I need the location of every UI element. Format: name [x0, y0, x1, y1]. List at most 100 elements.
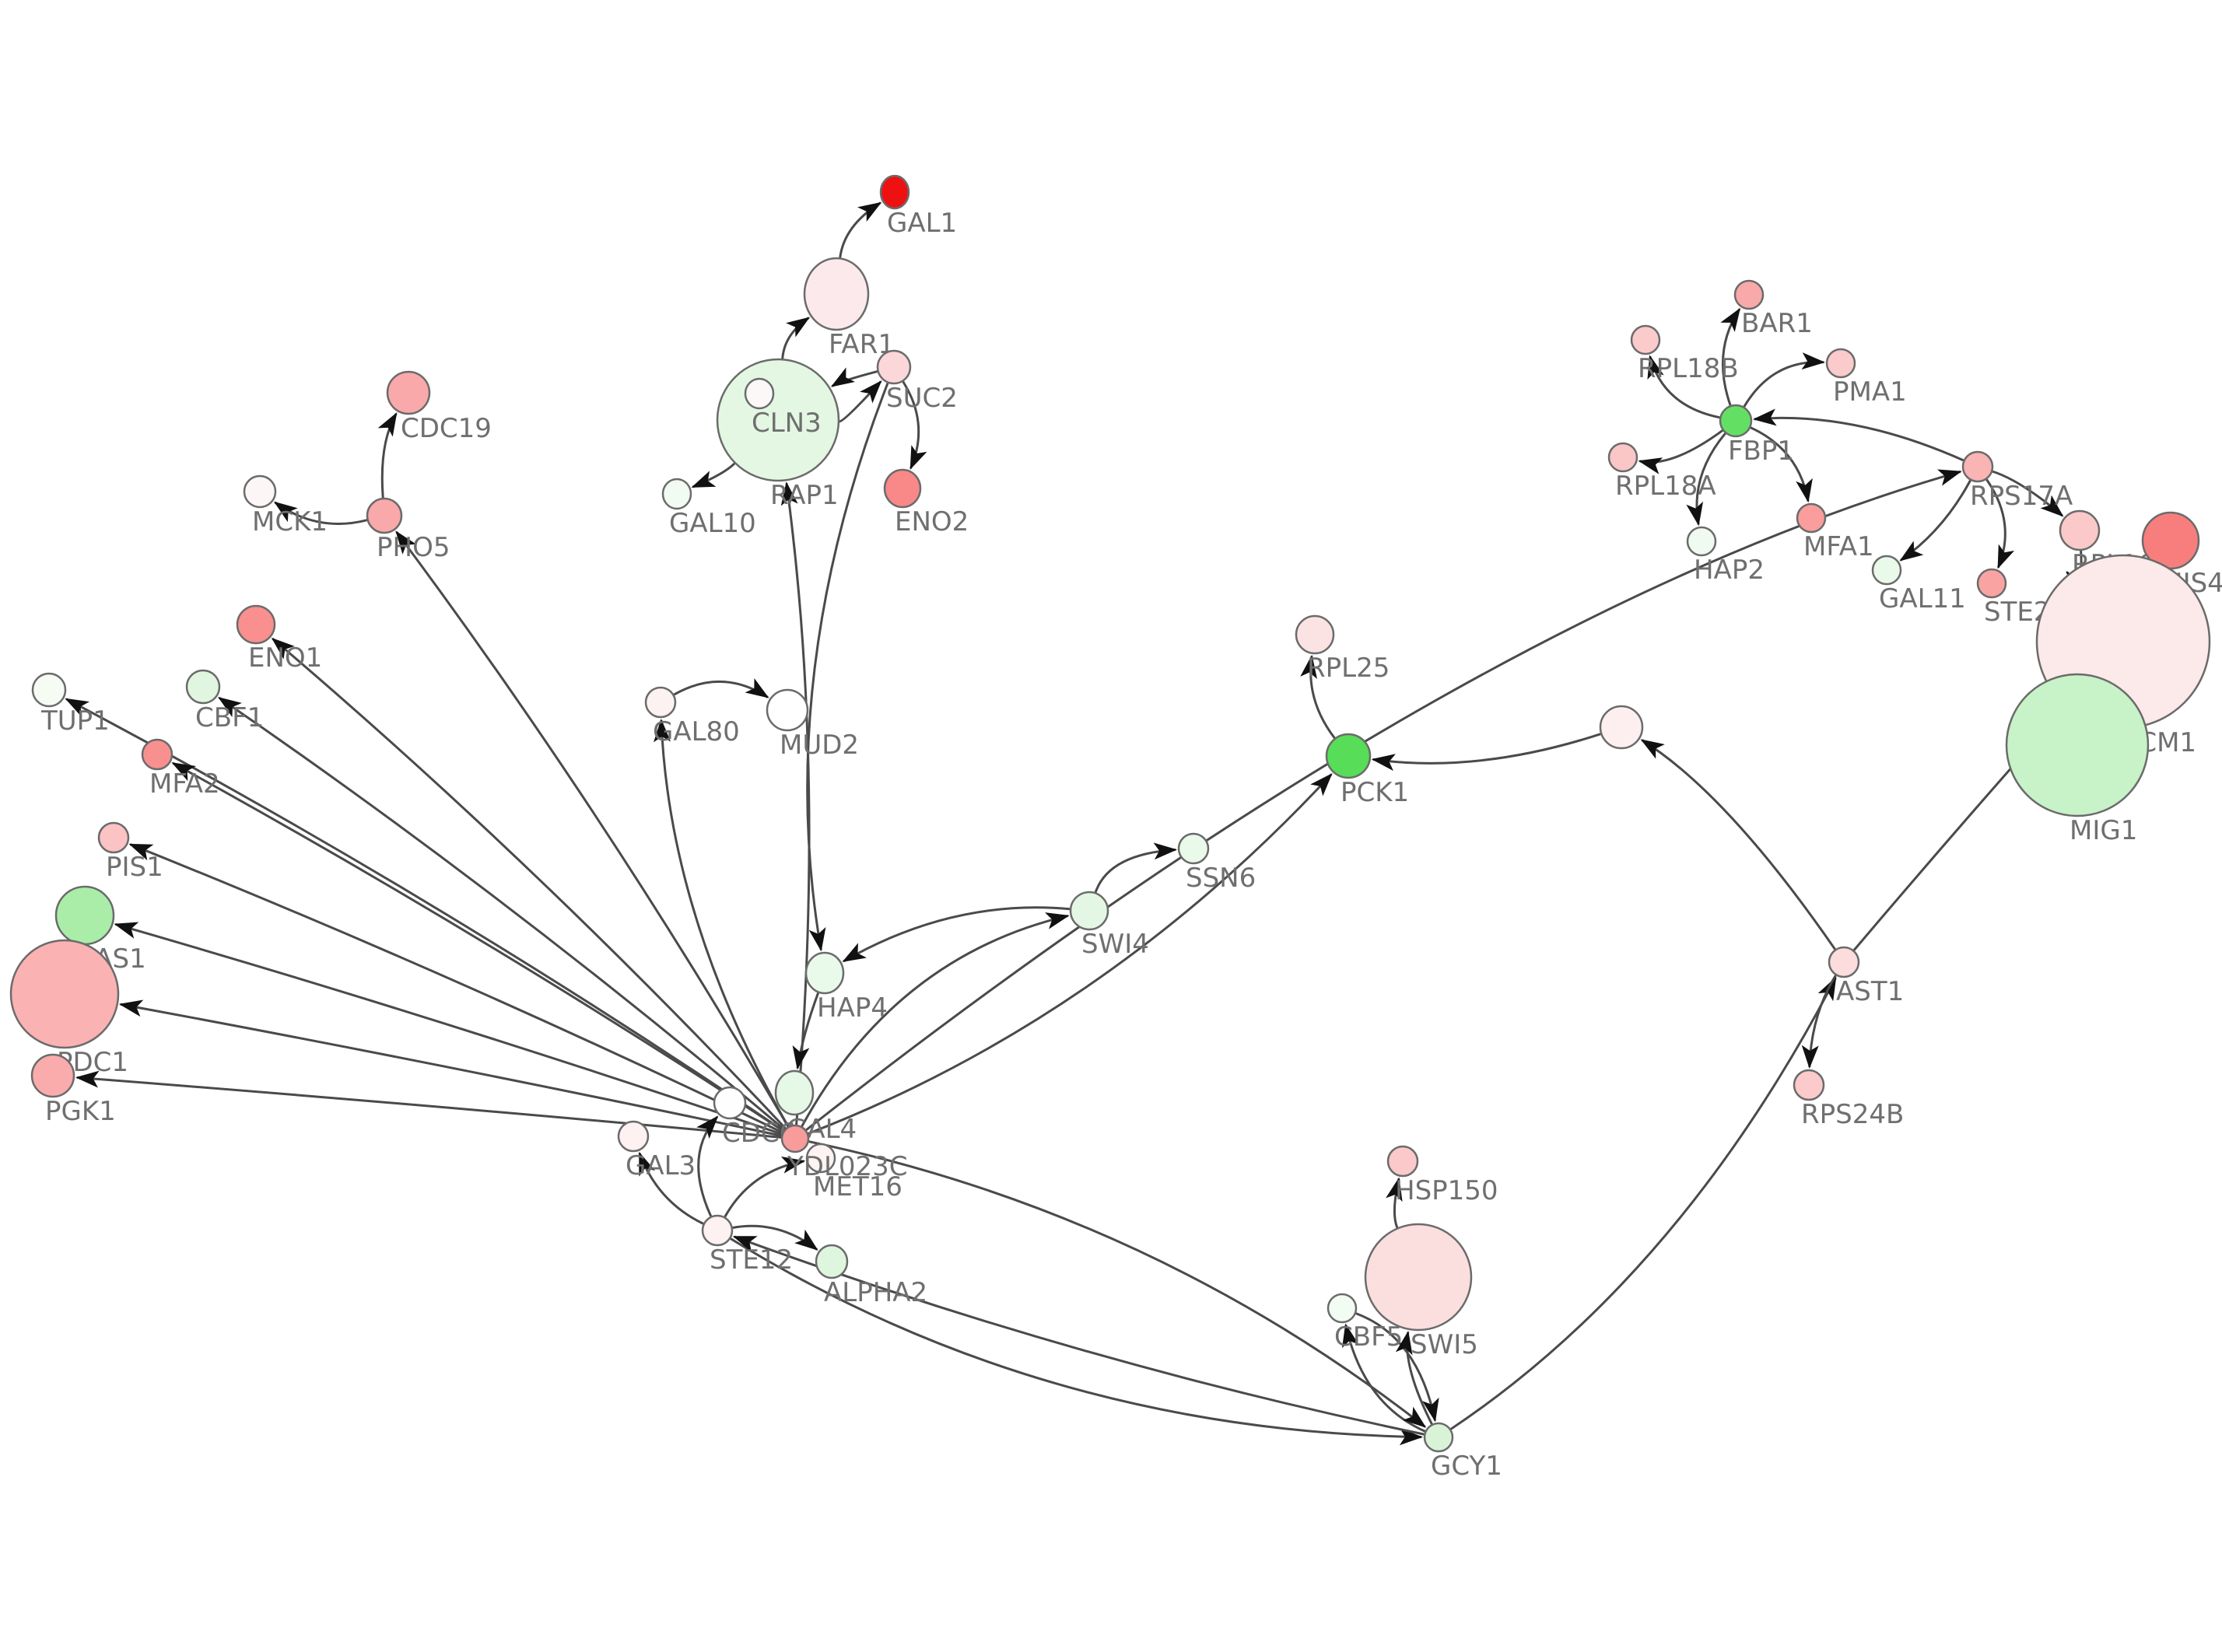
edge-SWI5-HSP150[interactable] [1386, 1177, 1403, 1229]
edge-YDL023C-CBF1[interactable] [217, 696, 786, 1131]
edge-RAP1-GAL10[interactable] [691, 462, 736, 488]
edge-PHO5-CDC19[interactable] [377, 412, 398, 499]
edge-RAP1-SUC2[interactable] [839, 380, 882, 423]
node-HAP2[interactable] [1686, 526, 1717, 557]
node-AST1[interactable] [1828, 946, 1860, 978]
node-STE2[interactable] [1976, 568, 2007, 599]
edge-RPS17A-STE2[interactable] [1985, 478, 2015, 569]
node-PGK1[interactable] [30, 1053, 75, 1098]
edge-FBP1-RPL18B[interactable] [1647, 355, 1720, 419]
edge-FBP1-BAR1[interactable] [1720, 307, 1741, 406]
edge-YDL023C-RPS17A[interactable] [805, 469, 1962, 1132]
edge-YDL023C-GCY1[interactable] [808, 1140, 1427, 1428]
edge-STE12-GCY1[interactable] [730, 1237, 1423, 1446]
node-PMA1[interactable] [1825, 348, 1856, 379]
node-FAR1[interactable] [803, 257, 870, 331]
node-CLN3[interactable] [744, 377, 775, 410]
node-TUP1[interactable] [31, 672, 67, 708]
edge-PHO5-MCK1[interactable] [273, 501, 368, 525]
node-GAL11[interactable] [1871, 555, 1902, 586]
node-GCY1[interactable] [1423, 1422, 1454, 1453]
edge-RAP1-FAR1[interactable] [781, 317, 811, 359]
node-MFA1[interactable] [1796, 502, 1827, 534]
node-HAP4[interactable] [804, 951, 845, 995]
edge-YDL023C-RAP1[interactable] [780, 481, 811, 1125]
edge-STE12-CDC6[interactable] [696, 1115, 719, 1217]
node-ALPHA2[interactable] [815, 1244, 849, 1279]
node-RPS17A[interactable] [1961, 450, 1994, 483]
edge-GCY1-AST1[interactable] [1449, 976, 1837, 1430]
node-MFA2[interactable] [141, 738, 173, 771]
edge-YDL023C-TUP1[interactable] [65, 698, 784, 1132]
node-RPS24B[interactable] [1793, 1069, 1825, 1101]
edge-YDL023C-RAS1[interactable] [114, 922, 783, 1136]
edge-YDL023C-PIS1[interactable] [128, 843, 783, 1134]
edge-FAR1-GAL1[interactable] [839, 201, 882, 258]
node-GAL10[interactable] [661, 478, 692, 510]
node-SWI5[interactable] [1364, 1223, 1473, 1332]
edge-SUC2-HAP4[interactable] [806, 382, 889, 952]
node-RAS1[interactable] [54, 885, 115, 946]
node-STE12[interactable] [701, 1214, 734, 1247]
edge-GAL80-MUD2[interactable] [673, 678, 769, 698]
node-RPL18A[interactable] [1607, 442, 1638, 473]
edge-YDL023C-PCK1[interactable] [808, 773, 1333, 1135]
node-YDL023C[interactable] [780, 1124, 810, 1153]
node-SSN6[interactable] [1177, 832, 1210, 865]
edge-STE12-GAL3[interactable] [638, 1151, 704, 1225]
node-RAP1[interactable] [716, 358, 840, 482]
edge-RPS17A-RPL16A[interactable] [1992, 470, 2064, 517]
edge-FBP1-HAP2[interactable] [1686, 432, 1726, 527]
node-GAL80[interactable] [644, 686, 677, 719]
edge-SWI4-HAP4[interactable] [842, 906, 1071, 963]
edge-YDL023C-ENO1[interactable] [271, 637, 787, 1129]
edge-GCY1-SWI5[interactable] [1395, 1330, 1433, 1425]
edge-SWI4-SSN6[interactable] [1094, 842, 1178, 893]
node-ENO2[interactable] [883, 468, 922, 509]
node-UNLABELED[interactable] [1599, 705, 1644, 750]
edge-YDL023C-GAL80[interactable] [654, 718, 790, 1128]
node-RPL25[interactable] [1295, 614, 1335, 655]
edge-YDL023C-PGK1[interactable] [75, 1070, 782, 1139]
node-PHO5[interactable] [366, 497, 403, 534]
node-CBF1[interactable] [185, 669, 221, 705]
node-MIG1[interactable] [2005, 673, 2150, 817]
node-BAR1[interactable] [1733, 279, 1765, 310]
node-CDC19[interactable] [386, 370, 431, 415]
edge-YDL023C-SWI4[interactable] [801, 912, 1070, 1127]
edge-FBP1-MFA1[interactable] [1750, 426, 1813, 503]
edge-STE12-MET16[interactable] [724, 1156, 806, 1218]
edge-UNLABELED-PCK1[interactable] [1371, 733, 1601, 772]
node-PDC1[interactable] [9, 939, 120, 1049]
node-MUD2[interactable] [766, 688, 809, 732]
node-RPL16A[interactable] [2059, 509, 2101, 551]
edge-SUC2-RAP1[interactable] [830, 367, 878, 387]
edge-HAP4-GAL4[interactable] [792, 992, 820, 1070]
node-RPL18B[interactable] [1630, 324, 1661, 355]
node-GAL3[interactable] [617, 1120, 650, 1153]
node-SWI4[interactable] [1069, 891, 1109, 931]
node-MET16[interactable] [805, 1143, 836, 1174]
edge-RPS17A-FBP1[interactable] [1752, 408, 1964, 462]
node-HSP150[interactable] [1386, 1145, 1419, 1178]
node-ENO1[interactable] [236, 604, 276, 645]
node-GAL1[interactable] [879, 174, 910, 210]
edge-AST1-UNLABELED[interactable] [1640, 739, 1836, 950]
edge-RPS17A-GAL11[interactable] [1899, 479, 1971, 562]
node-MCK1[interactable] [243, 474, 277, 509]
node-CDC6[interactable] [713, 1086, 747, 1120]
node-PCK1[interactable] [1325, 733, 1372, 779]
edge-YDL023C-PDC1[interactable] [118, 999, 782, 1137]
edge-AST1-RPS24B[interactable] [1801, 975, 1837, 1069]
edge-YDL023C-PHO5[interactable] [395, 530, 790, 1128]
edge-YDL023C-MFA2[interactable] [171, 761, 784, 1132]
node-PIS1[interactable] [97, 821, 130, 854]
edge-SUC2-ENO2[interactable] [902, 380, 927, 471]
node-GAL4[interactable] [774, 1069, 815, 1116]
edge-FBP1-RPL18A[interactable] [1638, 429, 1723, 474]
node-CBF5[interactable] [1327, 1293, 1358, 1324]
edge-PCK1-RPL25[interactable] [1300, 654, 1336, 739]
node-FBP1[interactable] [1719, 404, 1753, 438]
edge-STE12-ALPHA2[interactable] [732, 1224, 818, 1251]
edge-FBP1-PMA1[interactable] [1743, 352, 1826, 408]
